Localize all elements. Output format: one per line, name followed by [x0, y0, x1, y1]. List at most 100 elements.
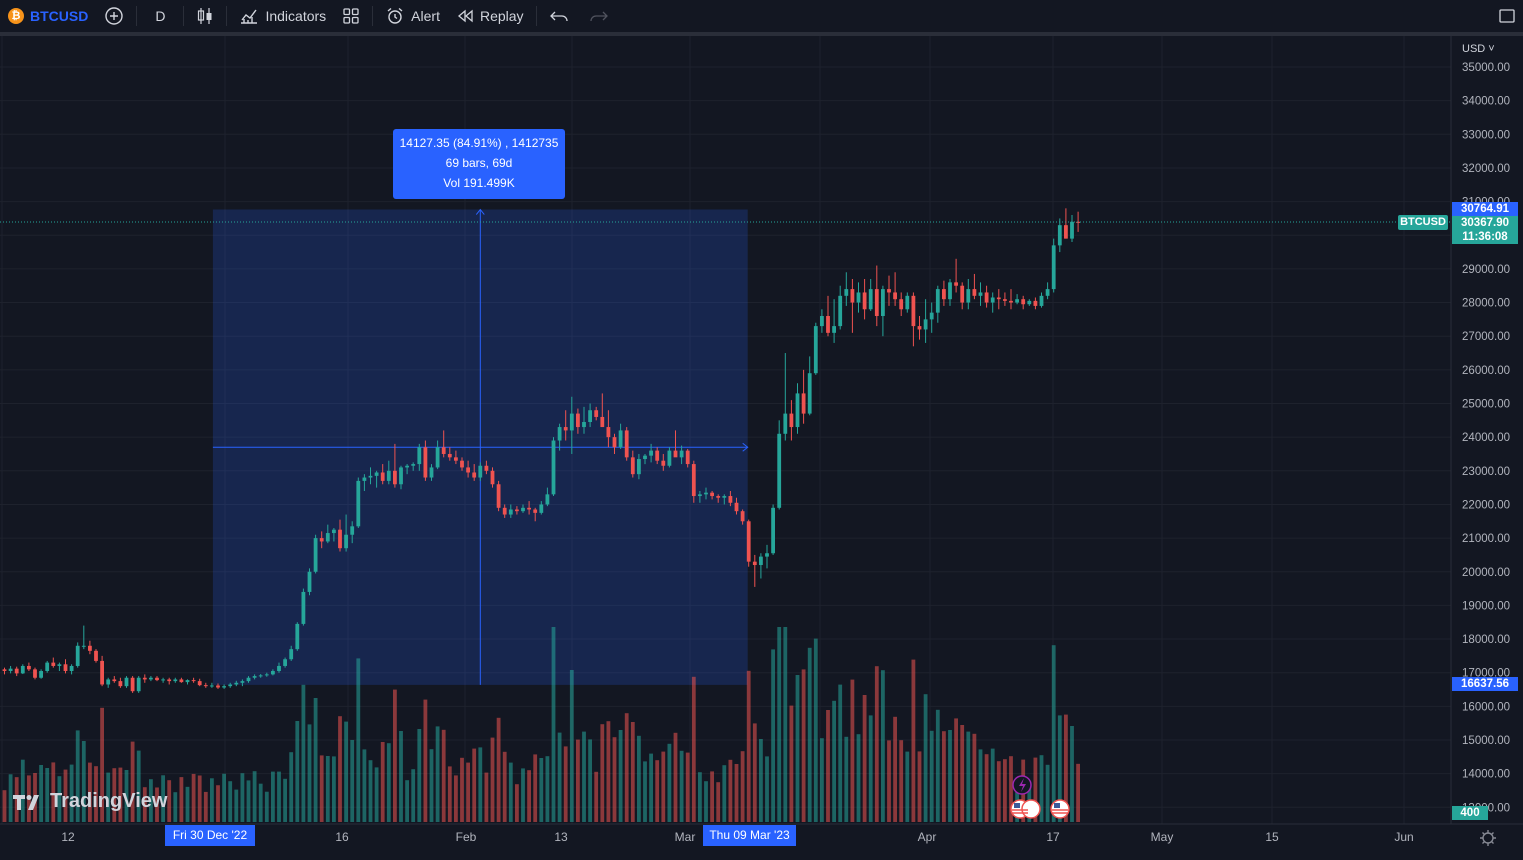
candle[interactable]: [1070, 215, 1074, 242]
candle[interactable]: [783, 353, 788, 441]
candle[interactable]: [832, 299, 836, 343]
candle[interactable]: [521, 504, 525, 513]
candle[interactable]: [582, 406, 586, 434]
candle[interactable]: [905, 292, 910, 313]
candle[interactable]: [39, 669, 43, 679]
candle[interactable]: [203, 682, 208, 688]
candle[interactable]: [1021, 295, 1026, 310]
candle[interactable]: [27, 662, 31, 672]
candle[interactable]: [649, 443, 653, 463]
candle[interactable]: [57, 662, 62, 672]
candle[interactable]: [728, 490, 733, 507]
candle[interactable]: [935, 285, 940, 323]
candle[interactable]: [173, 677, 178, 683]
candle[interactable]: [966, 278, 971, 310]
replay-button[interactable]: Replay: [448, 0, 532, 32]
candle[interactable]: [1045, 282, 1050, 300]
symbol-search[interactable]: ₿ BTCUSD: [0, 0, 96, 32]
candle[interactable]: [643, 453, 647, 465]
candle[interactable]: [618, 423, 623, 449]
candle[interactable]: [216, 683, 220, 689]
candle[interactable]: [69, 664, 74, 675]
candle[interactable]: [777, 420, 782, 510]
candle[interactable]: [374, 470, 379, 488]
candle[interactable]: [210, 682, 214, 688]
candle[interactable]: [942, 280, 946, 306]
candle[interactable]: [356, 477, 361, 529]
candle[interactable]: [795, 383, 800, 434]
candle[interactable]: [338, 519, 342, 552]
candle[interactable]: [594, 406, 599, 421]
candle[interactable]: [746, 519, 751, 567]
candle[interactable]: [1057, 218, 1062, 253]
candle[interactable]: [124, 676, 129, 688]
candle[interactable]: [563, 410, 568, 441]
candle[interactable]: [722, 494, 727, 505]
candle[interactable]: [368, 467, 373, 485]
candle[interactable]: [881, 285, 885, 337]
candle[interactable]: [978, 282, 983, 306]
candle[interactable]: [161, 677, 165, 683]
candle[interactable]: [576, 408, 580, 434]
currency-selector[interactable]: USD ˅: [1462, 43, 1495, 55]
candle[interactable]: [301, 588, 306, 626]
candle[interactable]: [246, 676, 251, 683]
interval-button[interactable]: D: [141, 0, 179, 32]
candle[interactable]: [447, 447, 452, 461]
candle[interactable]: [734, 497, 739, 515]
candle[interactable]: [325, 524, 330, 544]
candle[interactable]: [545, 487, 550, 507]
candle[interactable]: [899, 292, 904, 317]
candle[interactable]: [826, 295, 830, 337]
candle[interactable]: [240, 679, 245, 687]
candle[interactable]: [655, 447, 660, 465]
candle[interactable]: [94, 649, 98, 663]
candle[interactable]: [856, 282, 861, 313]
candle[interactable]: [539, 501, 544, 515]
candle[interactable]: [813, 322, 818, 375]
candle[interactable]: [319, 531, 324, 549]
candle[interactable]: [380, 464, 385, 485]
candle[interactable]: [996, 289, 1001, 310]
candle[interactable]: [1076, 211, 1080, 232]
candle[interactable]: [637, 453, 641, 480]
candle[interactable]: [307, 568, 312, 596]
candle[interactable]: [423, 440, 428, 481]
candle[interactable]: [51, 657, 56, 668]
candle[interactable]: [917, 316, 922, 340]
candle[interactable]: [142, 674, 147, 683]
candle[interactable]: [551, 437, 556, 497]
candle[interactable]: [466, 460, 470, 478]
candle[interactable]: [862, 278, 867, 320]
candle[interactable]: [405, 464, 409, 475]
candle[interactable]: [75, 642, 80, 668]
candle[interactable]: [630, 450, 635, 478]
candle[interactable]: [533, 507, 538, 522]
candle[interactable]: [460, 457, 464, 471]
candle[interactable]: [691, 460, 696, 503]
candle[interactable]: [771, 504, 775, 555]
candle[interactable]: [106, 677, 111, 688]
candle[interactable]: [295, 622, 300, 651]
candle[interactable]: [850, 278, 855, 333]
candle[interactable]: [515, 506, 519, 515]
candle[interactable]: [557, 423, 562, 451]
candle[interactable]: [704, 487, 708, 500]
candle[interactable]: [258, 674, 263, 678]
candle[interactable]: [844, 272, 849, 306]
candle[interactable]: [386, 460, 391, 485]
candle[interactable]: [362, 474, 367, 491]
candle[interactable]: [2, 667, 7, 675]
candle[interactable]: [508, 504, 513, 518]
candle[interactable]: [612, 433, 617, 454]
candle[interactable]: [185, 679, 190, 685]
candle[interactable]: [838, 285, 843, 330]
us-flag-icon[interactable]: [1050, 799, 1070, 819]
candle[interactable]: [313, 534, 318, 574]
candle[interactable]: [606, 410, 611, 448]
candle[interactable]: [344, 514, 348, 552]
candle[interactable]: [454, 450, 458, 465]
candle[interactable]: [984, 285, 989, 308]
candle[interactable]: [45, 660, 50, 673]
candle[interactable]: [271, 669, 275, 676]
